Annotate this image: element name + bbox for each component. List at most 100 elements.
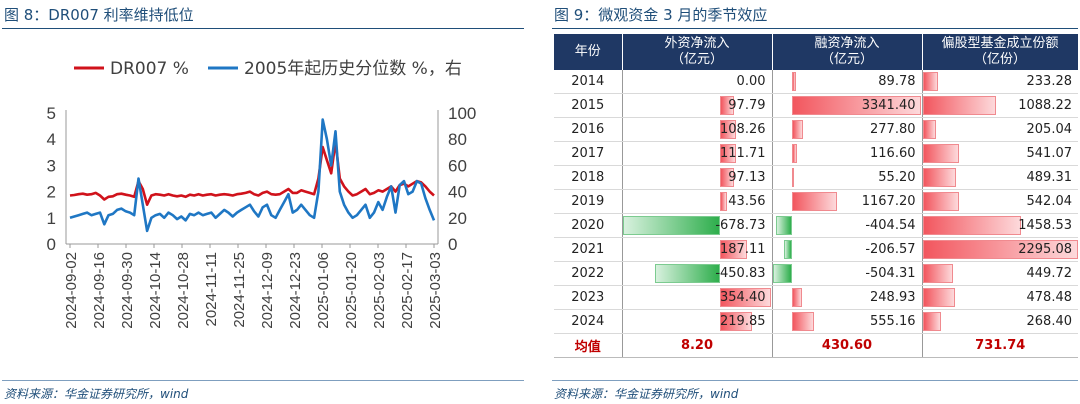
fund-cell: 449.72 [921,261,1078,286]
foreign-data-bar [720,312,753,331]
y-left-tick-label: 5 [47,104,56,123]
y-left-tick-label: 3 [47,156,56,175]
foreign-cell: 97.79 [621,93,772,118]
x-tick-label: 2024-11-25 [231,252,248,328]
foreign-data-bar [655,264,721,283]
x-tick-label: 2025-02-03 [371,252,388,329]
margin-value: 555.16 [870,314,916,329]
seasonal-flow-table: 年份 外资净流入 （亿元） 融资净流入 （亿元） 偏股型基金成立份额 （亿份） 2014 0.… [554,34,1079,358]
foreign-cell: 187.11 [621,237,772,262]
foreign-data-bar [720,144,737,163]
margin-data-bar [792,72,796,91]
table-title: 图 9：微观资金 3 月的季节效应 [554,6,768,24]
margin-cell: 55.20 [771,165,922,190]
fund-data-bar [922,240,1078,259]
fund-cell: 1458.53 [921,213,1078,238]
foreign-data-bar [720,96,735,115]
fund-value: 205.04 [1026,122,1073,137]
margin-data-bar [784,240,793,259]
y-right-tick-label: 20 [448,209,467,228]
fund-value: 1458.53 [1018,218,1072,233]
fund-data-bar [922,144,960,163]
y-right-tick-label: 100 [448,104,476,123]
foreign-data-bar [720,288,772,307]
fund-value: 1088.22 [1018,98,1072,113]
margin-cell: 430.60 [771,333,922,358]
column-header-label: 外资净流入 [664,36,730,51]
x-tick-label: 2024-09-30 [119,252,136,329]
margin-cell: 3341.40 [771,93,922,118]
fund-data-bar [922,72,939,91]
y-left-tick-label: 1 [47,209,56,228]
fund-value: 449.72 [1026,266,1073,281]
fund-cell: 205.04 [921,117,1078,142]
foreign-cell: -678.73 [621,213,772,238]
table-row: 2023 354.40 248.93 478.48 [554,285,1078,310]
legend-label-dr007: DR007 % [110,59,189,79]
fund-data-bar [922,168,956,187]
fund-data-bar [922,120,937,139]
margin-data-bar [792,168,795,187]
margin-data-bar [792,120,803,139]
column-header: 外资净流入 （亿元） [622,34,773,70]
foreign-data-bar [720,168,735,187]
y-left-tick-label: 0 [47,235,56,254]
foreign-value: 219.85 [720,314,766,329]
margin-value: 1167.20 [861,194,916,209]
foreign-value: -450.83 [715,266,766,281]
column-header-unit: （亿元） [670,52,723,67]
margin-cell: 555.16 [771,309,922,334]
table-row: 2018 97.13 55.20 489.31 [554,165,1078,190]
fund-cell: 489.31 [921,165,1078,190]
y-right-tick-label: 40 [448,183,467,202]
fund-cell: 731.74 [921,333,1078,358]
foreign-value: 354.40 [720,290,766,305]
title-divider [2,28,524,29]
x-tick-label: 2024-09-16 [91,252,108,329]
fund-value: 478.48 [1026,290,1073,305]
margin-data-bar [776,216,793,235]
y-left-tick-label: 4 [47,130,56,149]
percentile-series-line [69,118,436,233]
fund-value: 731.74 [975,338,1026,353]
margin-cell: -206.57 [771,237,922,262]
margin-cell: -404.54 [771,213,922,238]
average-label: 均值 [554,333,622,358]
column-header: 偏股型基金成立份额 （亿份） [922,34,1079,70]
foreign-data-bar [720,192,727,211]
margin-cell: 89.78 [771,70,922,94]
year-cell: 2023 [554,285,622,310]
legend-label-percentile: 2005年起历史分位数 %，右 [244,59,462,79]
x-tick-label: 2025-01-20 [343,252,360,329]
foreign-value: 97.13 [728,170,766,185]
foreign-data-bar [720,240,748,259]
foreign-cell: 43.56 [621,189,772,214]
year-cell: 2019 [554,189,622,214]
chart-title: 图 8：DR007 利率维持低位 [4,6,194,24]
table-row: 2020 -678.73 -404.54 1458.53 [554,213,1078,238]
margin-data-bar [792,312,814,331]
table-row: 2021 187.11 -206.57 2295.08 [554,237,1078,262]
column-header-label: 年份 [574,44,601,59]
margin-cell: 248.93 [771,285,922,310]
year-cell: 2021 [554,237,622,262]
foreign-data-bar [720,120,736,139]
average-row: 均值 8.20 430.60 731.74 [554,333,1078,358]
foreign-cell: 97.13 [621,165,772,190]
fund-cell: 1088.22 [921,93,1078,118]
column-header-unit: （亿份） [973,52,1026,67]
margin-value: -504.31 [865,266,916,281]
margin-value: 430.60 [821,338,873,353]
margin-data-bar [772,264,793,283]
fund-data-bar [922,96,997,115]
margin-cell: 1167.20 [771,189,922,214]
source-note: 资料来源：华金证券研究所，wind [554,387,739,401]
table-row: 2022 -450.83 -504.31 449.72 [554,261,1078,286]
year-cell: 2020 [554,213,622,238]
table-row: 2017 111.71 116.60 541.07 [554,141,1078,166]
foreign-value: -678.73 [715,218,766,233]
x-tick-label: 2024-12-09 [259,252,276,329]
x-tick-label: 2024-10-14 [147,252,164,329]
fund-value: 268.40 [1026,314,1073,329]
footer-divider [552,380,1078,381]
